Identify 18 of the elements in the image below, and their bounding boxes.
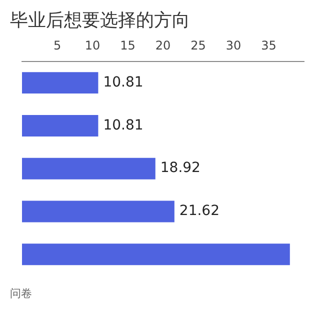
data-label: 18.92 [160, 160, 200, 176]
data-label: 10.81 [103, 74, 144, 90]
x-tick-label: 10 [84, 38, 100, 52]
x-tick-label: 5 [53, 38, 62, 52]
data-label: 10.81 [103, 117, 144, 134]
bar [22, 158, 156, 180]
x-tick-label: 15 [120, 38, 136, 52]
chart-title: 毕业后想要选择的方向 [10, 9, 191, 32]
bar [22, 115, 98, 136]
x-tick-label: 20 [155, 38, 171, 52]
x-tick-label: 35 [261, 38, 276, 52]
x-tick-label: 30 [226, 38, 242, 52]
text: 问卷 [10, 286, 33, 301]
bar [22, 72, 98, 94]
bar [22, 244, 290, 266]
x-tick-label: 25 [190, 38, 206, 52]
data-label: 21.62 [179, 203, 220, 220]
bar [22, 200, 174, 222]
